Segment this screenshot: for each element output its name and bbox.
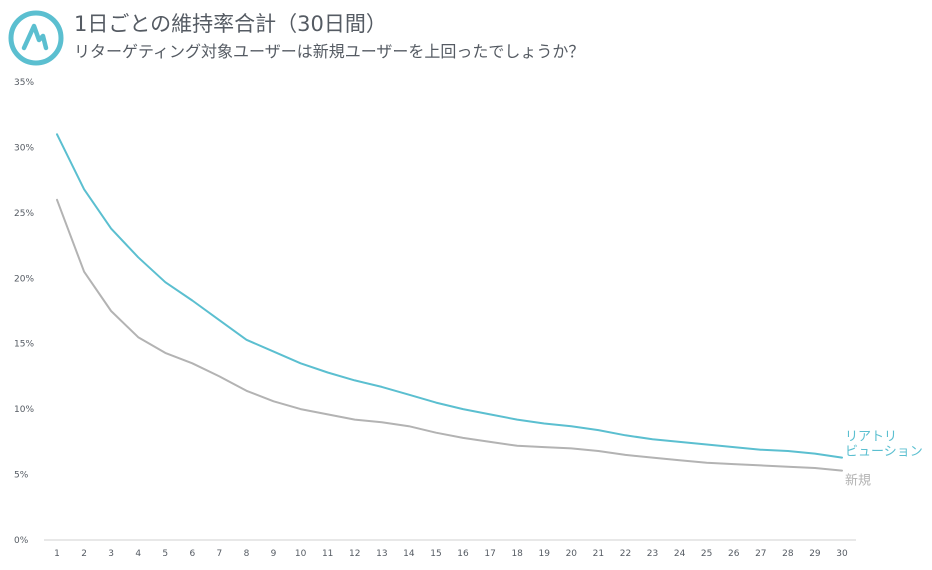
y-tick-label: 20% — [14, 274, 34, 284]
x-tick-label: 14 — [403, 549, 415, 559]
chart-header: 1日ごとの維持率合計（30日間） リターゲティング対象ユーザーは新規ユーザーを上… — [0, 0, 932, 70]
x-tick-label: 13 — [376, 549, 387, 559]
series-label: リアトリ — [845, 430, 897, 445]
series-line-0 — [56, 133, 843, 459]
x-tick-label: 6 — [189, 549, 195, 559]
x-tick-label: 18 — [511, 549, 523, 559]
chart-title: 1日ごとの維持率合計（30日間） — [74, 12, 387, 36]
series-label: 新規 — [845, 473, 871, 489]
x-tick-label: 19 — [539, 549, 551, 559]
x-tick-label: 29 — [809, 549, 821, 559]
x-tick-label: 15 — [430, 549, 441, 559]
x-tick-label: 8 — [244, 549, 250, 559]
x-tick-label: 21 — [593, 549, 604, 559]
x-tick-label: 10 — [295, 549, 307, 559]
x-tick-label: 3 — [108, 549, 114, 559]
x-tick-label: 20 — [566, 549, 578, 559]
x-tick-label: 1 — [54, 549, 60, 559]
x-tick-label: 28 — [782, 549, 794, 559]
x-tick-label: 30 — [836, 549, 848, 559]
x-tick-label: 12 — [349, 549, 360, 559]
y-tick-label: 0% — [14, 536, 29, 546]
y-tick-label: 10% — [14, 405, 34, 415]
x-tick-label: 26 — [728, 549, 740, 559]
x-tick-label: 25 — [701, 549, 712, 559]
y-tick-label: 15% — [14, 340, 34, 350]
x-tick-label: 2 — [81, 549, 87, 559]
chart-subtitle: リターゲティング対象ユーザーは新規ユーザーを上回ったでしょうか？ — [74, 42, 585, 61]
y-tick-label: 25% — [14, 209, 34, 219]
y-tick-label: 30% — [14, 143, 34, 153]
y-tick-label: 35% — [14, 78, 34, 88]
x-tick-label: 27 — [755, 549, 766, 559]
x-tick-label: 11 — [322, 549, 333, 559]
series-line-1 — [56, 198, 843, 472]
x-tick-label: 24 — [674, 549, 686, 559]
x-tick-label: 4 — [135, 549, 141, 559]
x-tick-label: 22 — [620, 549, 631, 559]
series-label: ビューション — [845, 445, 923, 460]
x-tick-label: 7 — [217, 549, 223, 559]
y-tick-label: 5% — [14, 471, 29, 481]
x-tick-label: 5 — [162, 549, 168, 559]
x-tick-label: 16 — [457, 549, 469, 559]
x-tick-label: 17 — [484, 549, 495, 559]
x-tick-label: 23 — [647, 549, 658, 559]
x-tick-label: 9 — [271, 549, 277, 559]
brand-logo-icon — [8, 10, 64, 66]
